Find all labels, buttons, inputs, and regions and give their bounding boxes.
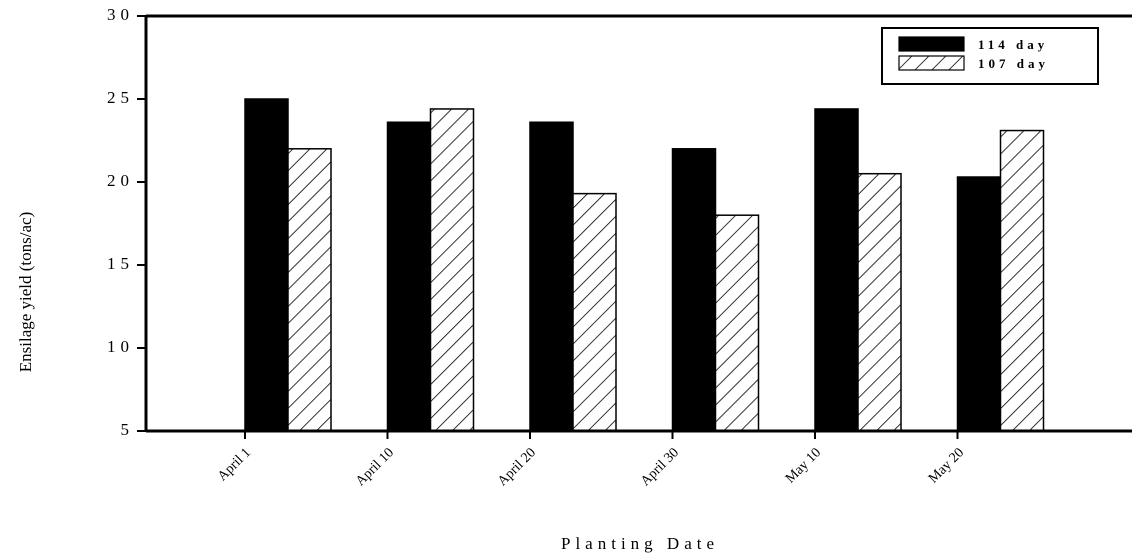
bar-series2-1 bbox=[429, 108, 475, 432]
axes bbox=[137, 14, 1132, 439]
bar-series1-3 bbox=[671, 148, 717, 432]
y-tick-label: 20 bbox=[107, 171, 134, 190]
bar-series1-1 bbox=[386, 121, 432, 432]
bar-series2-4 bbox=[857, 172, 902, 432]
legend-swatch-series2 bbox=[898, 55, 965, 71]
bar-series2-2 bbox=[572, 192, 617, 432]
bar-series1-2 bbox=[529, 121, 574, 432]
bar-series2-3 bbox=[714, 214, 760, 432]
y-tick-label: 15 bbox=[107, 254, 134, 273]
legend-swatch-series1 bbox=[898, 36, 965, 52]
y-tick-label: 5 bbox=[120, 420, 134, 439]
y-tick-label: 10 bbox=[107, 337, 134, 356]
legend-label-series1: 114 day bbox=[978, 37, 1048, 52]
bar-series2-5 bbox=[999, 129, 1045, 432]
x-axis-label: Planting Date bbox=[560, 534, 720, 553]
bars-layer bbox=[244, 98, 1045, 432]
legend: 114 day 107 day bbox=[881, 27, 1099, 85]
bar-series2-0 bbox=[287, 148, 332, 432]
y-tick-label: 30 bbox=[107, 5, 134, 24]
bar-series1-0 bbox=[244, 98, 289, 432]
bar-series1-4 bbox=[814, 108, 859, 432]
legend-label-series2: 107 day bbox=[978, 56, 1049, 71]
y-tick-label: 25 bbox=[107, 88, 134, 107]
bar-series1-5 bbox=[956, 176, 1002, 432]
y-axis-label: Ensilage yield (tons/ac) bbox=[16, 211, 35, 373]
